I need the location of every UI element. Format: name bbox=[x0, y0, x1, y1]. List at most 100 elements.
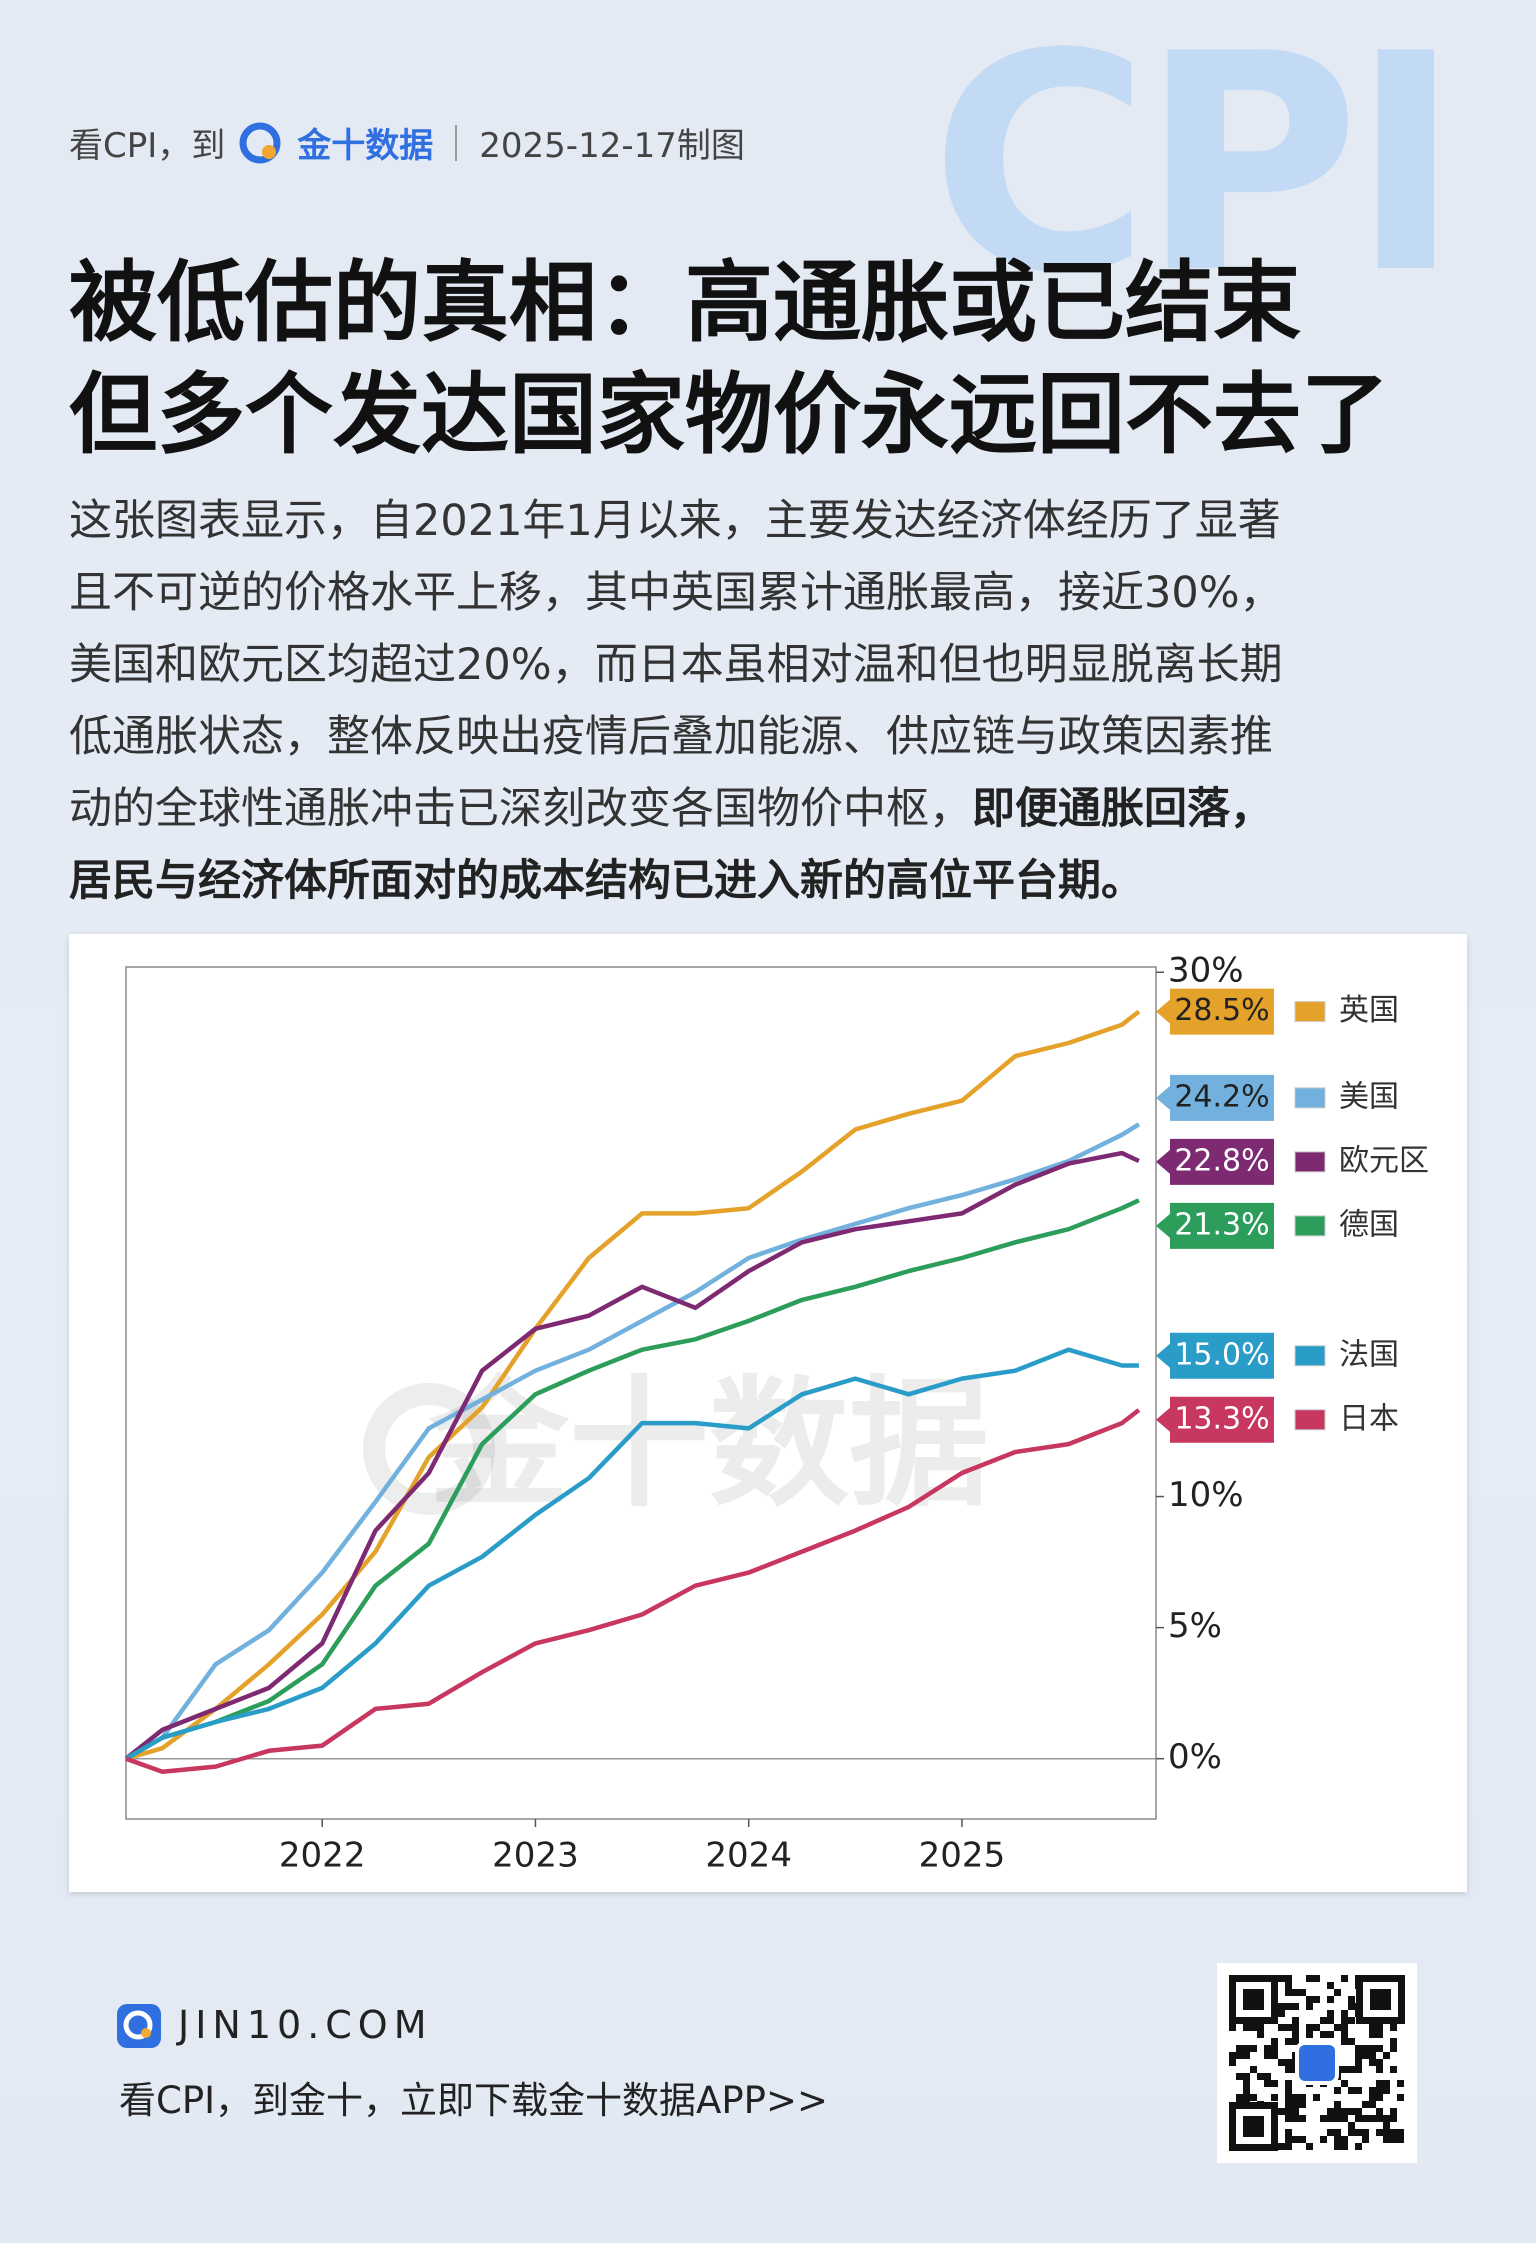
qr-module bbox=[1348, 2087, 1355, 2094]
qr-module bbox=[1376, 2087, 1383, 2094]
qr-module bbox=[1348, 2122, 1355, 2129]
qr-module bbox=[1271, 2045, 1278, 2052]
qr-module bbox=[1292, 2115, 1299, 2122]
qr-module bbox=[1341, 2024, 1348, 2031]
qr-module bbox=[1250, 2066, 1257, 2073]
qr-module bbox=[1390, 2066, 1397, 2073]
decoration: CPI bbox=[930, 0, 1462, 339]
qr-module bbox=[1229, 2024, 1236, 2031]
value-label-box bbox=[1156, 988, 1274, 1035]
qr-module bbox=[1236, 2052, 1243, 2059]
qr-module bbox=[1334, 2087, 1341, 2094]
qr-module bbox=[1292, 2024, 1299, 2031]
qr-module bbox=[1341, 2066, 1348, 2073]
qr-module bbox=[1369, 2087, 1376, 2094]
qr-module bbox=[1278, 2059, 1285, 2066]
qr-module bbox=[1327, 2010, 1334, 2017]
qr-module bbox=[1376, 2094, 1383, 2101]
logo bbox=[239, 122, 281, 163]
qr-module bbox=[1383, 2122, 1390, 2129]
qr-module bbox=[1334, 2129, 1341, 2136]
qr-module bbox=[1278, 2010, 1285, 2017]
qr-module bbox=[1397, 2080, 1404, 2087]
qr-module bbox=[1320, 2017, 1327, 2024]
qr-module bbox=[1383, 2136, 1390, 2143]
qr-module bbox=[1334, 2108, 1341, 2115]
qr-module bbox=[1362, 2101, 1369, 2108]
qr-module bbox=[1355, 2087, 1362, 2094]
qr-module bbox=[1341, 2108, 1348, 2115]
qr-module bbox=[1306, 2031, 1313, 2038]
headline: 被低估的真相：高通胀或已结束 bbox=[69, 251, 1302, 354]
qr-module bbox=[1292, 2108, 1299, 2115]
body-line: 且不可逆的价格水平上移，其中英国累计通胀最高，接近30%， bbox=[69, 568, 1283, 618]
qr-module bbox=[1264, 2080, 1271, 2087]
body-line: 动的全球性通胀冲击已深刻改变各国物价中枢，即便通胀回落， bbox=[69, 774, 1273, 836]
qr-module bbox=[1292, 2094, 1299, 2101]
qr-module bbox=[1243, 2080, 1250, 2087]
series-line bbox=[124, 1347, 1139, 1761]
qr-module bbox=[1370, 1989, 1391, 2010]
qr-module bbox=[1341, 2143, 1348, 2150]
qr-module bbox=[1236, 2094, 1243, 2101]
qr-module bbox=[1327, 2031, 1334, 2038]
qr-module bbox=[1355, 2108, 1362, 2115]
qr-module bbox=[1292, 2101, 1299, 2108]
qr-module bbox=[1271, 2052, 1278, 2059]
qr-module bbox=[1264, 2073, 1271, 2080]
qr-module bbox=[1292, 2038, 1299, 2045]
tagline: 看CPI，到金十，立即下载金十数据APP>> bbox=[119, 2079, 828, 2122]
value-label-box bbox=[1156, 1138, 1274, 1185]
qr-module bbox=[1236, 2045, 1243, 2052]
headline: 但多个发达国家物价永远回不去了 bbox=[69, 363, 1390, 466]
y-tick-label: 10% bbox=[1168, 1475, 1244, 1515]
legend-label: 英国 bbox=[1339, 993, 1399, 1028]
qr-module bbox=[1285, 2094, 1292, 2101]
qr-module bbox=[1383, 2115, 1390, 2122]
qr-module bbox=[1243, 2045, 1250, 2052]
qr-module bbox=[1341, 2010, 1348, 2017]
qr-module bbox=[1390, 2108, 1397, 2115]
qr-module bbox=[1229, 2059, 1236, 2066]
watermark: 金十数据 bbox=[428, 1364, 989, 1527]
qr-module bbox=[1348, 2017, 1355, 2024]
qr-module bbox=[1348, 2108, 1355, 2115]
qr-module bbox=[1278, 2143, 1285, 2150]
qr-module bbox=[1257, 2031, 1264, 2038]
legend-flag bbox=[1294, 1345, 1326, 1367]
watermark-logo bbox=[363, 1383, 495, 1515]
qr-module bbox=[1341, 2080, 1348, 2087]
qr-module bbox=[1243, 2094, 1250, 2101]
plot-frame bbox=[125, 966, 1157, 1820]
value-label: 24.2% bbox=[1174, 1079, 1269, 1114]
legend-flag bbox=[1294, 1001, 1326, 1023]
qr-module bbox=[1383, 2052, 1390, 2059]
qr-module bbox=[1376, 2129, 1383, 2136]
qr-module bbox=[1369, 2059, 1376, 2066]
qr-module bbox=[1313, 2024, 1320, 2031]
value-label-box bbox=[1156, 1202, 1274, 1249]
qr-module bbox=[1299, 2101, 1306, 2108]
qr-module bbox=[1369, 2101, 1376, 2108]
qr-module bbox=[1369, 2031, 1376, 2038]
qr-module bbox=[1362, 2045, 1369, 2052]
qr-module bbox=[1355, 2066, 1362, 2073]
body-line: 美国和欧元区均超过20%，而日本虽相对温和但也明显脱离长期 bbox=[69, 640, 1283, 690]
qr-module bbox=[1285, 2143, 1292, 2150]
qr-module bbox=[1243, 2024, 1250, 2031]
qr-code[interactable] bbox=[1217, 1963, 1417, 2163]
qr-module bbox=[1348, 2003, 1355, 2010]
qr-module bbox=[1376, 2059, 1383, 2066]
x-tick-label: 2025 bbox=[919, 1836, 1006, 1876]
legend-label: 欧元区 bbox=[1339, 1143, 1429, 1178]
x-tick-label: 2024 bbox=[705, 1836, 792, 1876]
qr-module bbox=[1376, 2066, 1383, 2073]
qr-module bbox=[1285, 2129, 1292, 2136]
qr-module bbox=[1362, 2052, 1369, 2059]
qr-module bbox=[1271, 2038, 1278, 2045]
footer-logo bbox=[117, 2004, 161, 2048]
qr-module bbox=[1334, 2136, 1341, 2143]
qr-module bbox=[1292, 2136, 1299, 2143]
qr-module bbox=[1362, 2129, 1369, 2136]
qr-module bbox=[1334, 2143, 1341, 2150]
